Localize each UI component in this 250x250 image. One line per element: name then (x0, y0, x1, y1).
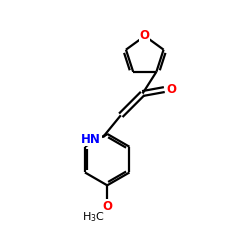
Text: O: O (140, 28, 150, 42)
Text: H$_3$C: H$_3$C (82, 210, 105, 224)
Text: HN: HN (81, 132, 101, 145)
Text: O: O (166, 83, 176, 96)
Text: O: O (102, 200, 112, 212)
